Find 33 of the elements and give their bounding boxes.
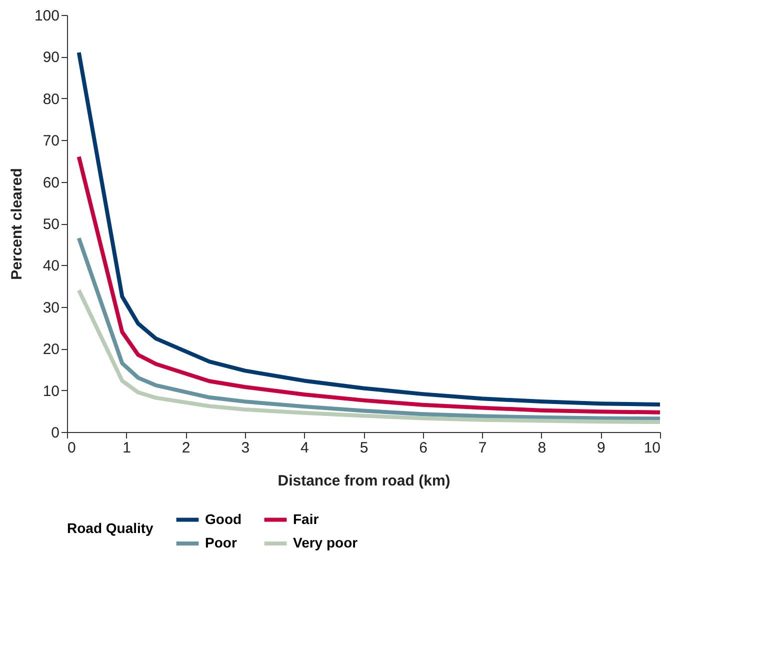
legend-title: Road Quality: [67, 520, 154, 536]
y-tick-label: 40: [42, 258, 60, 275]
legend-label: Poor: [205, 534, 238, 550]
x-tick-label: 10: [644, 440, 660, 456]
line-series: [76, 288, 662, 424]
x-tick-label: 4: [300, 440, 309, 456]
x-tick-label: 1: [122, 440, 131, 456]
y-tick-label: 90: [42, 49, 60, 66]
x-tick-label: 0: [68, 440, 76, 456]
y-tick-label: 30: [42, 299, 60, 316]
legend-label: Very poor: [293, 534, 358, 550]
x-tick-label: 6: [419, 440, 428, 456]
legend-label: Fair: [293, 510, 320, 527]
x-tick-label: 8: [538, 440, 546, 456]
y-tick-label: 80: [42, 90, 60, 108]
line-series: [76, 236, 662, 421]
y-tick-label: 50: [42, 216, 60, 233]
y-tick-label: 20: [42, 341, 60, 358]
x-tick-label: 5: [360, 440, 368, 456]
y-axis-title: Percent cleared: [8, 168, 26, 280]
y-tick-label: 0: [51, 424, 60, 442]
x-tick-label: 3: [241, 440, 250, 456]
y-tick-label: 100: [34, 8, 60, 24]
legend-label: Good: [205, 510, 242, 527]
x-axis-title: Distance from road (km): [278, 472, 450, 490]
y-tick-label: 60: [42, 174, 60, 192]
line-series: [76, 50, 662, 406]
y-tick-label: 70: [42, 132, 60, 150]
line-series: [76, 154, 662, 414]
x-tick-label: 7: [478, 440, 487, 456]
x-tick-label: 2: [182, 440, 190, 456]
x-tick-label: 9: [597, 440, 606, 456]
y-tick-label: 10: [42, 382, 60, 400]
